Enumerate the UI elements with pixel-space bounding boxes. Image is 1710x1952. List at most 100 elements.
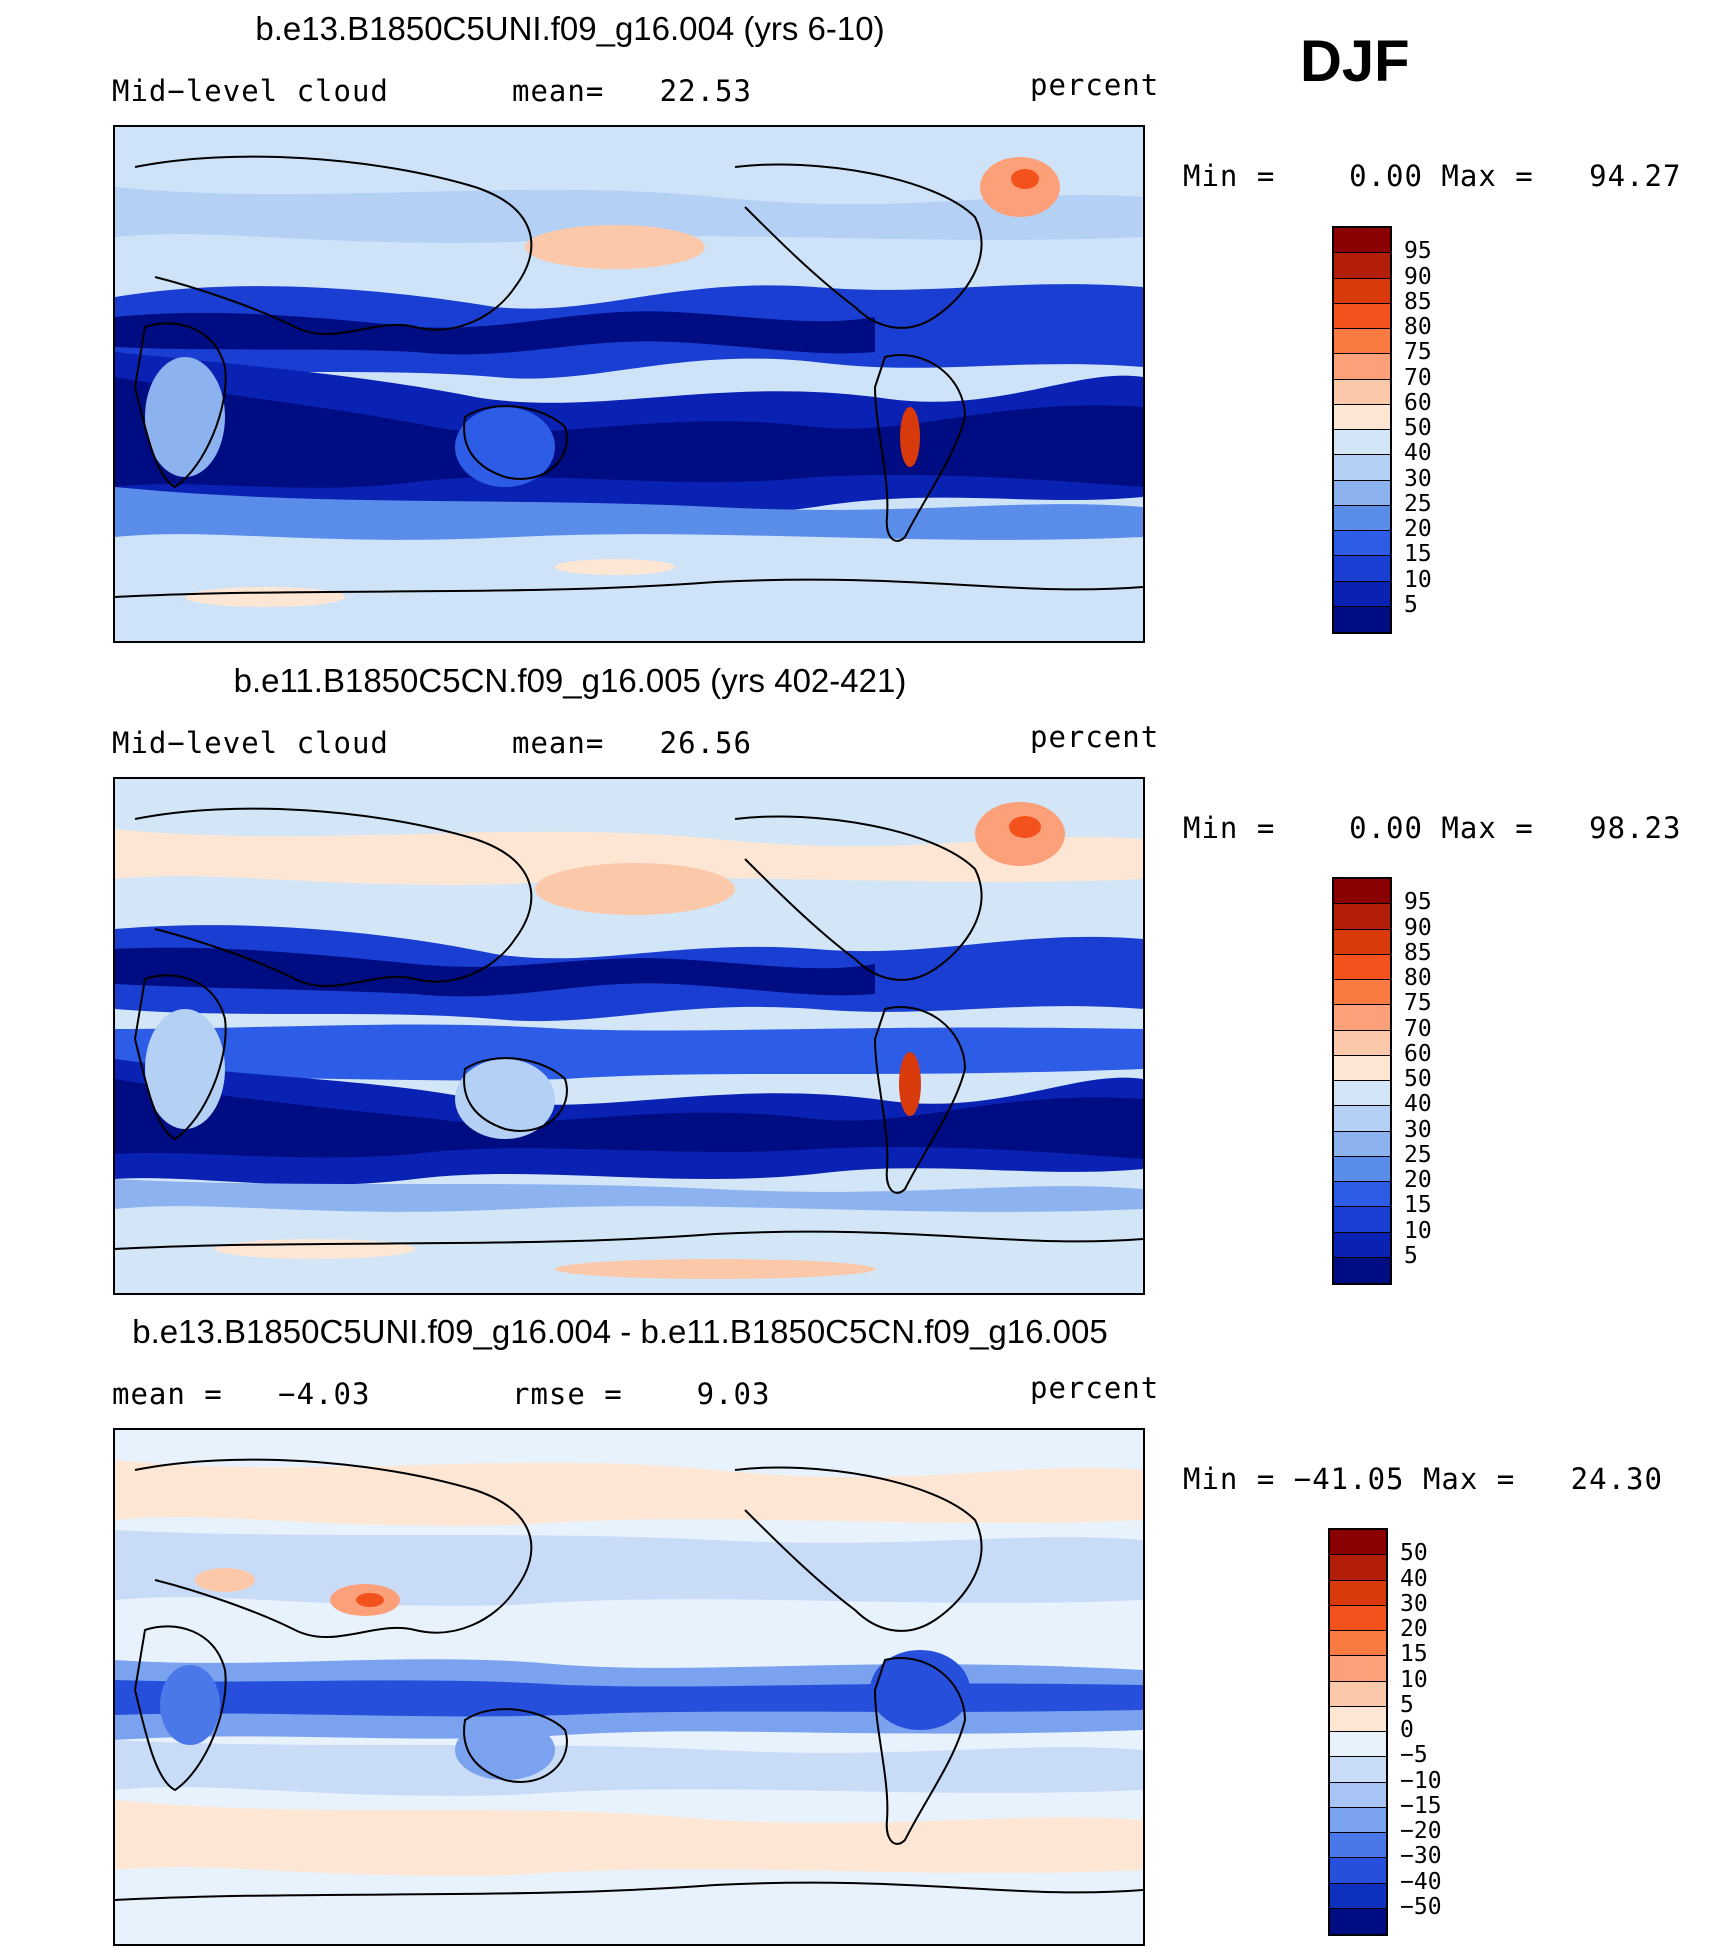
mid-lat-negative [115,1530,1143,1606]
colorbar-tick-label: 10 [1400,1666,1428,1693]
northern-warm-band [115,1460,1143,1526]
colorbar-segment [1334,556,1390,582]
australia-light-patch [455,407,555,487]
colorbar-segment [1330,1908,1386,1934]
panel-3-map [113,1428,1145,1946]
colorbar-tick-label: 25 [1404,1141,1432,1168]
colorbar-segment [1334,1131,1390,1157]
africa-negative [160,1665,220,1745]
africa-light-patch [145,357,225,477]
colorbar-tick-label: −30 [1400,1843,1442,1870]
panel-1-variable-label: Mid−level cloud [112,74,389,108]
coastline-antarctica [115,578,1143,598]
colorbar-segment [1330,1807,1386,1833]
coastline-south-america [873,1657,967,1845]
colorbar-tick-label: 15 [1404,1192,1432,1219]
colorbar-tick-label: 40 [1400,1565,1428,1592]
colorbar-segment [1334,480,1390,506]
high-lat-shade [115,187,1143,243]
coastline-south-america [873,354,967,542]
colorbar-tick-label: 95 [1404,889,1432,916]
colorbar-segment [1330,1732,1386,1758]
colorbar-tick-label: 20 [1404,516,1432,542]
season-label: DJF [1300,29,1410,94]
panel-1-map [113,125,1145,643]
south-america-negative [870,1650,970,1730]
coastline-eurasia [134,155,533,336]
colorbar-tick-label: 30 [1404,465,1432,492]
coastline-south-america [873,1006,967,1194]
panel-2-minmax: Min = 0.00 Max = 98.23 [1183,811,1682,845]
panel-3-units-label: percent [1030,1371,1160,1405]
colorbar-segment [1334,505,1390,531]
colorbar-tick-label: −20 [1400,1818,1442,1844]
colorbar-segment [1330,1706,1386,1732]
colorbar-tick-label: 15 [1400,1641,1428,1668]
southern-ocean-warm-2 [555,559,675,575]
northern-cloud-core [115,947,875,997]
colorbar-segment [1334,879,1390,905]
africa-light-patch [145,1009,225,1129]
panel-3-minmax: Min = −41.05 Max = 24.30 [1183,1462,1663,1496]
panel-3-colorbar [1328,1528,1388,1936]
colorbar-tick-label: 0 [1400,1717,1414,1743]
colorbar-tick-label: 20 [1404,1167,1432,1193]
colorbar-tick-label: −40 [1400,1868,1442,1895]
southern-warm-band [115,1800,1143,1876]
australia-light-patch [455,1059,555,1139]
colorbar-segment [1334,904,1390,930]
colorbar-segment [1330,1631,1386,1657]
colorbar-tick-label: 40 [1404,1091,1432,1118]
colorbar-segment [1334,1005,1390,1031]
colorbar-segment [1334,1081,1390,1107]
southern-cloud-core [115,377,1143,488]
panel-1-units-label: percent [1030,68,1160,102]
colorbar-segment [1330,1605,1386,1631]
colorbar-tick-label: −10 [1400,1767,1442,1794]
coastline-australia [463,1708,568,1783]
southern-ocean-warm-2 [555,1259,875,1279]
colorbar-tick-label: −50 [1400,1893,1442,1920]
colorbar-tick-label: 40 [1404,440,1432,467]
sahara-positive-patch [195,1568,255,1592]
coastline-australia [463,1057,568,1132]
colorbar-tick-label: 60 [1404,1040,1432,1067]
colorbar-segment [1334,954,1390,980]
colorbar-tick-label: 25 [1404,490,1432,517]
colorbar-segment [1334,354,1390,380]
colorbar-segment [1334,1106,1390,1132]
colorbar-tick-label: 95 [1404,238,1432,265]
colorbar-segment [1334,228,1390,254]
panel-2-colorbar [1332,877,1392,1285]
colorbar-tick-label: 70 [1404,1015,1432,1042]
colorbar-segment [1334,1156,1390,1182]
north-pacific-warm-patch [525,225,705,269]
colorbar-tick-label: 90 [1404,263,1432,290]
colorbar-tick-label: 5 [1404,1242,1418,1269]
panel-2-title: b.e11.B1850C5CN.f09_g16.005 (yrs 402-421… [233,662,907,699]
colorbar-segment [1334,430,1390,456]
tropical-band [115,1024,1143,1081]
coastline-africa [133,1625,227,1792]
coastline-eurasia [134,807,533,988]
colorbar-segment [1334,253,1390,279]
colorbar-segment [1334,303,1390,329]
colorbar-segment [1330,1555,1386,1581]
colorbar-tick-label: 80 [1404,965,1432,991]
colorbar-segment [1334,379,1390,405]
greenland-core [1011,169,1039,189]
panel-1-mean-label: mean= 22.53 [512,74,752,108]
colorbar-tick-label: 10 [1404,1217,1432,1244]
colorbar-segment [1330,1833,1386,1859]
colorbar-tick-label: 80 [1404,314,1432,340]
colorbar-segment [1334,329,1390,355]
panel-3-title: b.e13.B1850C5UNI.f09_g16.004 - b.e11.B18… [132,1313,1108,1350]
colorbar-tick-label: 30 [1400,1590,1428,1617]
colorbar-tick-label: 85 [1404,939,1432,966]
coastline-australia [463,405,568,480]
colorbar-tick-label: 20 [1400,1616,1428,1642]
colorbar-tick-label: 85 [1404,288,1432,315]
southern-ocean-warm-1 [215,1239,415,1259]
subtropic-mid-shade [115,1179,1143,1212]
colorbar-tick-label: 75 [1404,990,1432,1017]
